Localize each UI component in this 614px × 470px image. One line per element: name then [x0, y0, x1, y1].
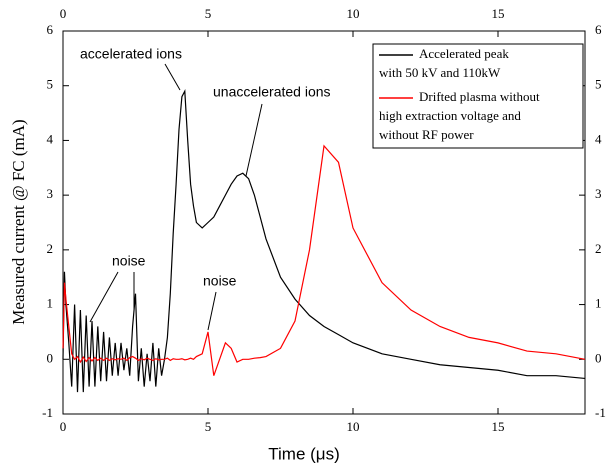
y-tick-label: 1	[47, 296, 54, 311]
plot-frame	[62, 30, 586, 415]
y-tick-label: 0	[47, 350, 54, 365]
legend-box	[372, 43, 584, 149]
y-tick-label: -1	[42, 405, 53, 420]
series-line	[62, 89, 586, 393]
y-tick-label: 4	[47, 131, 54, 146]
annotation: noise	[112, 253, 146, 269]
x-tick-label: 10	[347, 419, 360, 434]
x-top-tick-label: 10	[347, 6, 360, 21]
x-axis-label: Time (μs)	[268, 444, 340, 463]
legend-label: Drifted plasma without high extraction vo…	[379, 89, 540, 142]
legend-label: Accelerated peak with 50 kV and 110kW	[379, 46, 509, 80]
series-line	[62, 144, 586, 376]
y-axis-label: Measured current @ FC (mA)	[9, 119, 28, 324]
annotation: noise	[203, 273, 237, 289]
y-tick-label: 2	[47, 241, 54, 256]
x-tick-label: 0	[60, 419, 67, 434]
y-right-tick-label: 4	[595, 131, 602, 146]
annotation-arrow	[245, 103, 263, 177]
y-right-tick-label: 5	[595, 77, 602, 92]
annotation: accelerated ions	[80, 46, 182, 62]
y-right-tick-label: 6	[595, 22, 602, 37]
y-right-tick-label: 0	[595, 350, 602, 365]
x-tick-label: 5	[205, 419, 212, 434]
y-right-tick-label: 3	[595, 186, 602, 201]
x-top-tick-label: 15	[492, 6, 505, 21]
annotation-arrow	[164, 63, 181, 91]
y-tick-label: 5	[47, 77, 54, 92]
y-right-tick-label: 1	[595, 296, 602, 311]
y-tick-label: 3	[47, 186, 54, 201]
annotation-arrow	[207, 291, 217, 331]
x-tick-label: 15	[492, 419, 505, 434]
y-tick-label: 6	[47, 22, 54, 37]
y-right-tick-label: 2	[595, 241, 602, 256]
x-top-tick-label: 0	[60, 6, 67, 21]
annotation-arrow	[89, 271, 119, 323]
x-top-tick-label: 5	[205, 6, 212, 21]
annotation: unaccelerated ions	[213, 84, 331, 100]
y-right-tick-label: -1	[595, 405, 606, 420]
